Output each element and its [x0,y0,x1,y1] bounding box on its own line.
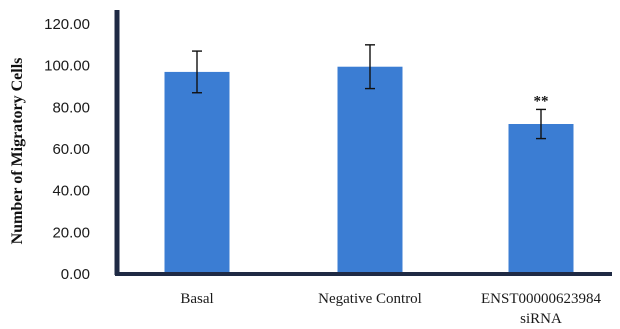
y-tick-label: 0.00 [61,266,90,283]
y-axis-label: Number of Migratory Cells [9,58,26,245]
bar [164,71,230,275]
y-tick-label: 40.00 [52,183,90,200]
y-tick-label: 60.00 [52,141,90,158]
error-bar [536,108,546,140]
bar [337,66,403,274]
x-tick-label: ENST00000623984 siRNA [481,291,602,327]
y-tick-label: 20.00 [52,224,90,241]
y-tick-label: 120.00 [44,16,90,33]
error-bar [365,44,375,90]
x-tick-label: Basal [180,291,213,307]
error-bar [192,50,202,94]
y-tick-label: 100.00 [44,58,90,75]
x-tick-label: Negative Control [318,291,422,307]
significance-label: ** [534,93,549,109]
bar [508,124,574,274]
y-tick-label: 80.00 [52,99,90,116]
